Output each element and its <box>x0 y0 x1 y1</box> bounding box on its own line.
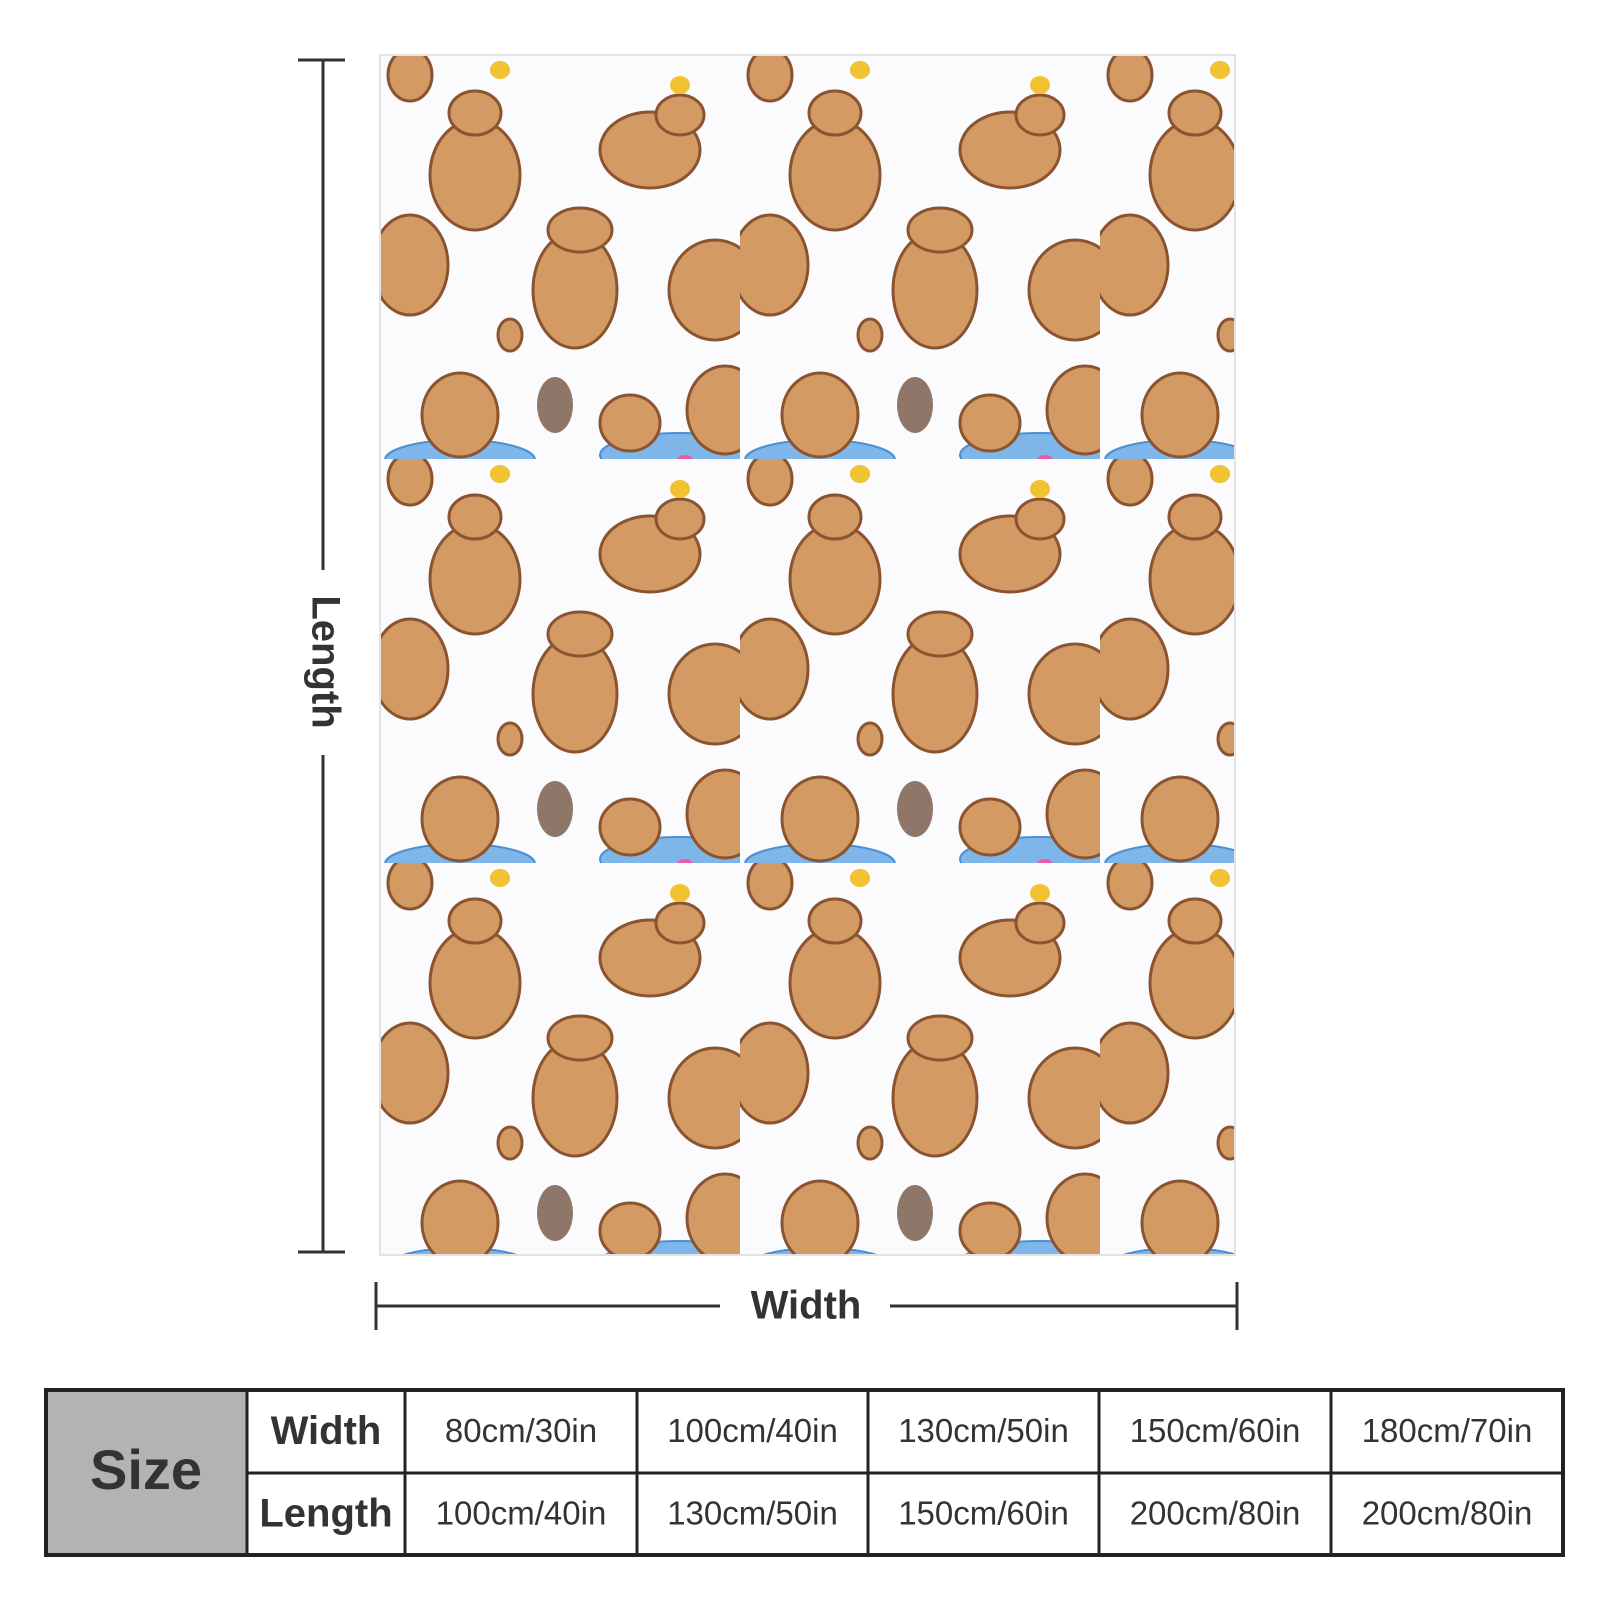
size-value: 80cm/30in <box>445 1412 597 1449</box>
size-label: Size <box>90 1438 202 1501</box>
size-value: 150cm/60in <box>1130 1412 1301 1449</box>
row-header: Length <box>259 1492 392 1536</box>
size-table: Size Width 80cm/30in 100cm/40in 130cm/50in 1… <box>44 1388 1565 1557</box>
width-arrow <box>374 1282 1239 1330</box>
size-value: 100cm/40in <box>436 1495 607 1532</box>
size-value: 130cm/50in <box>667 1495 838 1532</box>
size-value: 150cm/60in <box>898 1495 1069 1532</box>
size-value: 200cm/80in <box>1362 1495 1533 1532</box>
table-outline <box>44 1388 1565 1557</box>
length-arrow <box>298 58 345 1254</box>
size-value: 100cm/40in <box>667 1412 838 1449</box>
size-value: 130cm/50in <box>898 1412 1069 1449</box>
size-value: 200cm/80in <box>1130 1495 1301 1532</box>
row-header: Width <box>271 1409 382 1453</box>
size-value: 180cm/70in <box>1362 1412 1533 1449</box>
width-label: Width <box>751 1284 862 1328</box>
length-label: Length <box>303 595 347 728</box>
size-cell <box>46 1390 247 1555</box>
blanket <box>379 54 1236 1256</box>
